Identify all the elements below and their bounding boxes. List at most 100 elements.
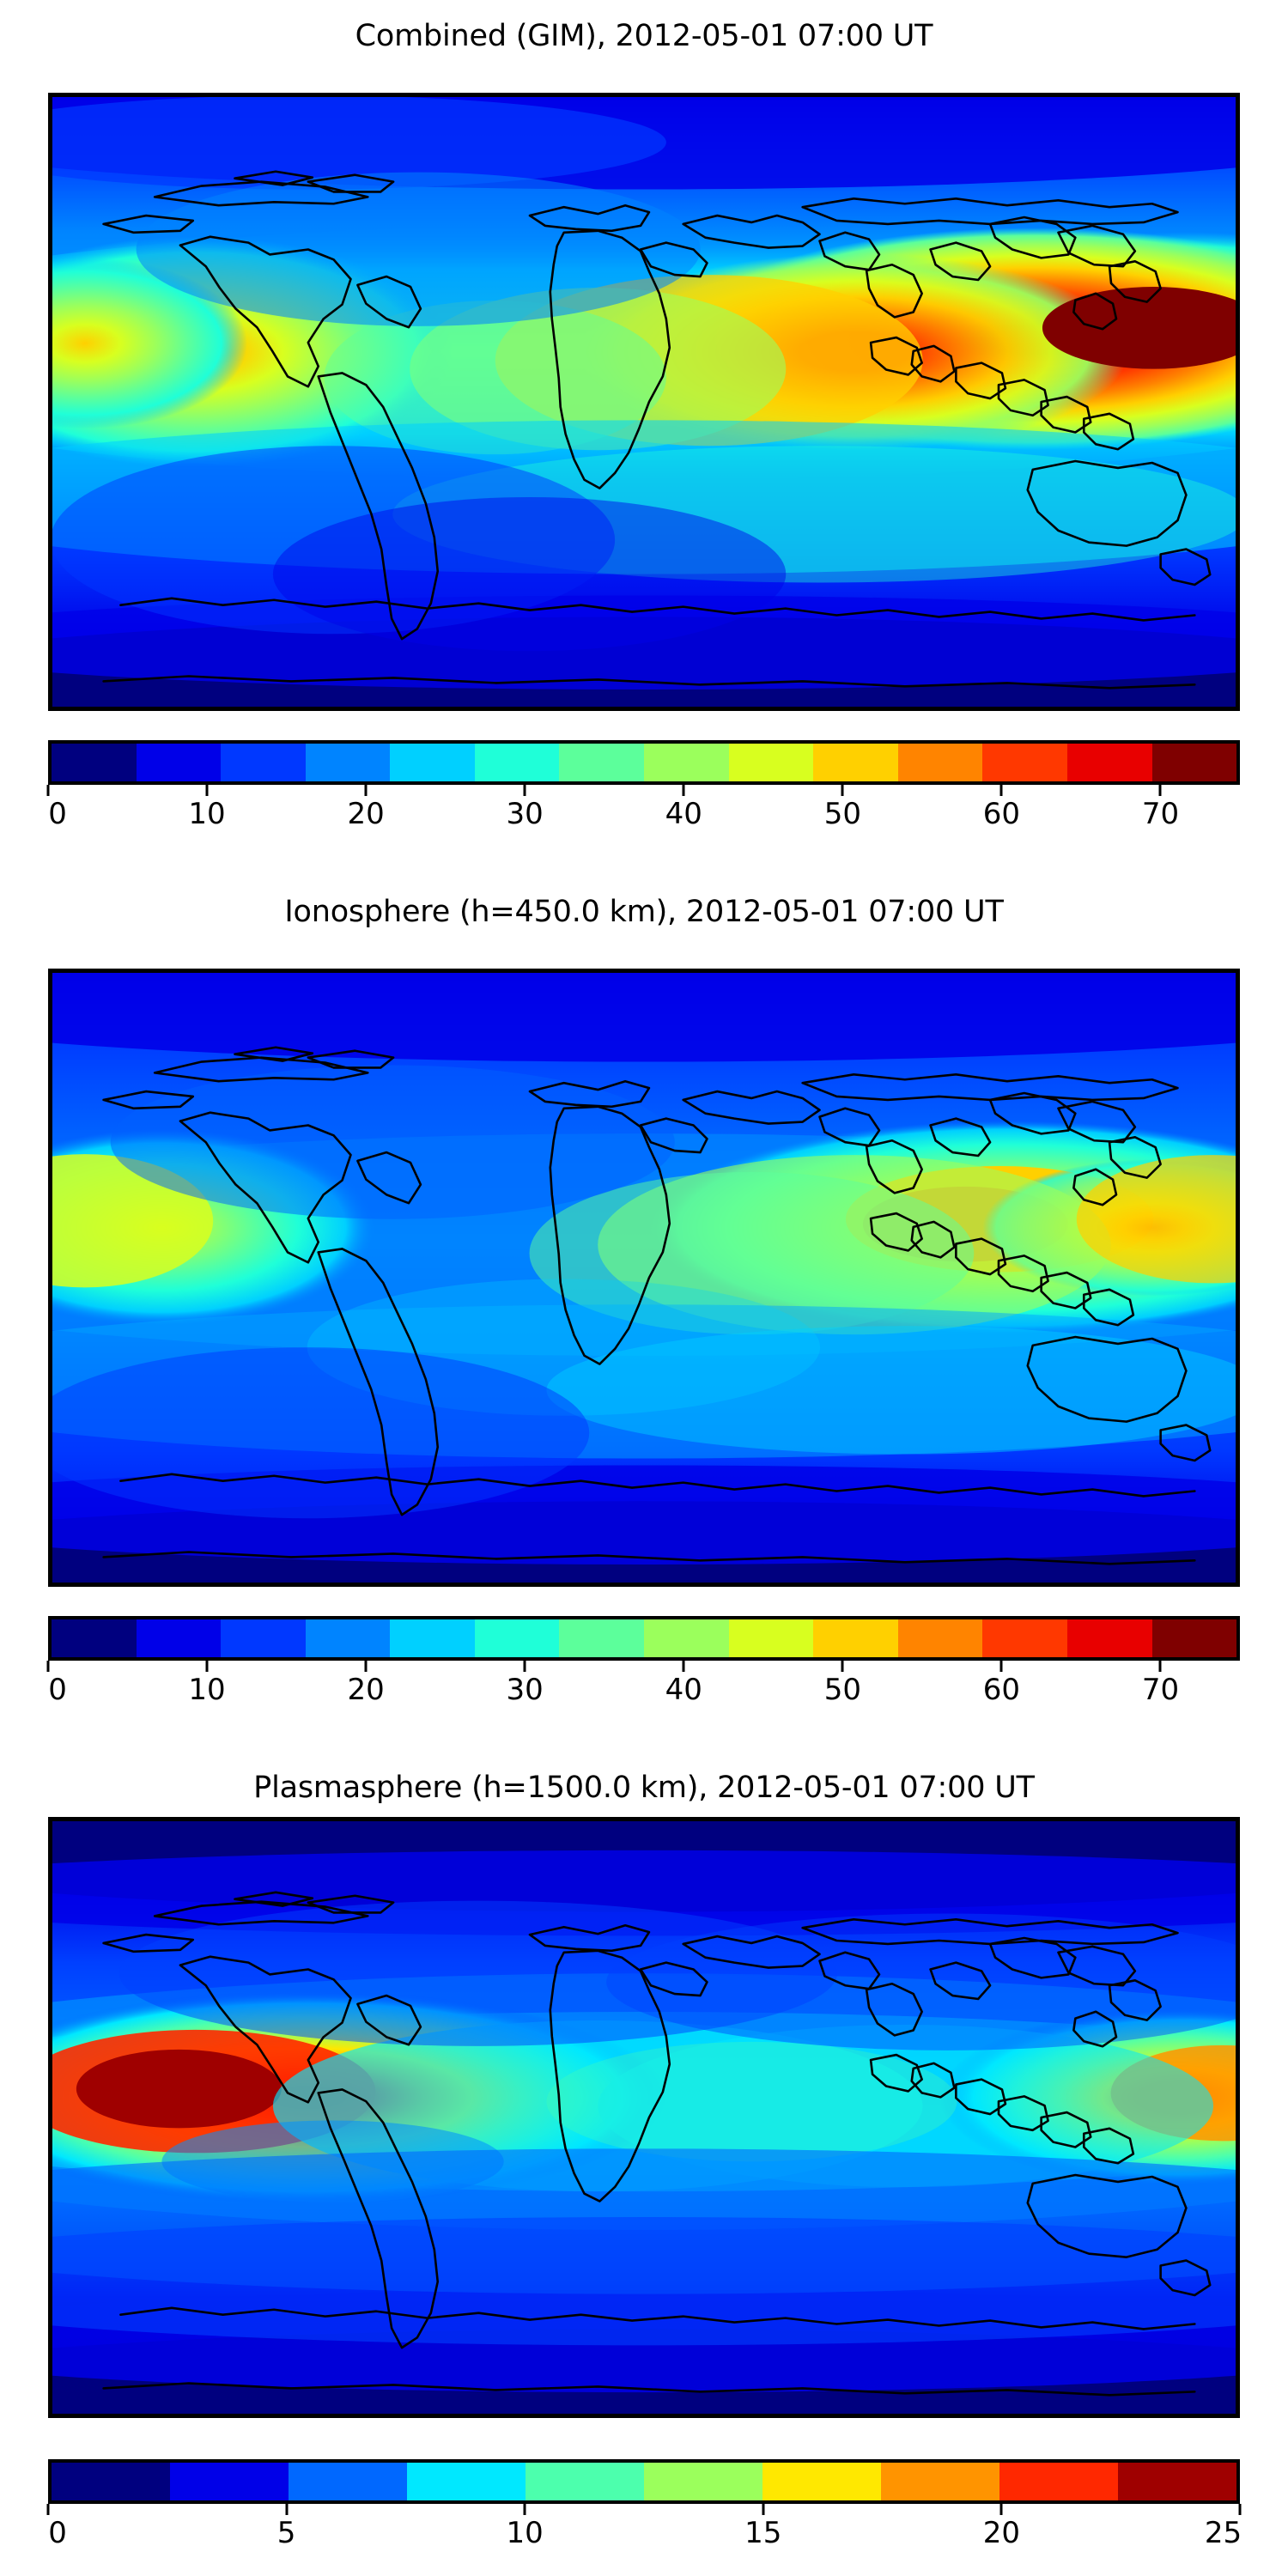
colorbar-segment <box>644 1619 729 1657</box>
colorbar-axis-plasmasphere: 0 5 10 15 20 25 <box>46 2504 1242 2554</box>
colorbar-segment <box>1151 1619 1237 1657</box>
colorbar-tick-label: 30 <box>506 1673 544 1707</box>
colorbar-tick-label: 20 <box>347 797 385 831</box>
colorbar-tick-label: 0 <box>48 1673 67 1707</box>
colorbar-segment <box>813 1619 898 1657</box>
coastline-overlay-combined <box>52 97 1236 707</box>
colorbar-segment <box>982 744 1067 781</box>
colorbar-segment <box>644 744 729 781</box>
colorbar-segment <box>1066 744 1152 781</box>
colorbar-tick <box>46 1661 50 1672</box>
colorbar-tick-label: 50 <box>823 1673 861 1707</box>
colorbar-tick <box>999 1661 1003 1672</box>
colorbar-tick-label: 25 <box>1204 2516 1242 2550</box>
colorbar-segment <box>474 1619 560 1657</box>
colorbar-tick-label: 50 <box>823 797 861 831</box>
colorbar-segment <box>762 2463 881 2500</box>
panel-title-plasmasphere-1500: Plasmasphere (h=1500.0 km), 2012-05-01 0… <box>253 1771 1035 1805</box>
colorbar-segment <box>390 1619 475 1657</box>
colorbar-segment <box>982 1619 1067 1657</box>
colorbar-tick-label: 10 <box>188 797 226 831</box>
colorbar-segment <box>559 1619 645 1657</box>
colorbar-tick <box>1158 1661 1162 1672</box>
map-ionosphere-450 <box>48 969 1240 1587</box>
colorbar-tick-label: 5 <box>276 2516 296 2550</box>
colorbar-segment <box>170 2463 289 2500</box>
colorbar-segment <box>728 1619 814 1657</box>
colorbar-segment <box>897 1619 983 1657</box>
colorbar-tick-label: 15 <box>744 2516 782 2550</box>
colorbar-segment <box>136 744 222 781</box>
colorbar-segment <box>728 744 814 781</box>
colorbar-segment <box>52 744 137 781</box>
colorbar-tick <box>285 2504 289 2515</box>
colorbar-tick <box>999 2504 1003 2515</box>
colorbar-tick <box>523 785 526 796</box>
colorbar-segment <box>221 1619 306 1657</box>
coastline-overlay-ionosphere <box>52 973 1236 1583</box>
colorbar-tick-label: 20 <box>347 1673 385 1707</box>
colorbar-segment <box>136 1619 222 1657</box>
colorbar-tick <box>46 2504 50 2515</box>
colorbar-tick <box>1238 2504 1242 2515</box>
colorbar-segment <box>881 2463 999 2500</box>
colorbar-segment <box>999 2463 1118 2500</box>
colorbar-tick <box>841 785 844 796</box>
colorbar-segment <box>1066 1619 1152 1657</box>
panel-plasmasphere-1500: Plasmasphere (h=1500.0 km), 2012-05-01 0… <box>0 1752 1288 2576</box>
colorbar-segment <box>559 744 645 781</box>
colorbar-tick <box>523 1661 526 1672</box>
colorbar-tick <box>205 1661 209 1672</box>
colorbar-gradient-combined <box>48 740 1240 785</box>
colorbar-tick <box>205 785 209 796</box>
tec-contour-field-ionosphere <box>52 973 1236 1583</box>
panel-combined-gim: Combined (GIM), 2012-05-01 07:00 UT <box>0 0 1288 876</box>
colorbar-gradient-plasmasphere <box>48 2459 1240 2504</box>
colorbar-tick-label: 60 <box>982 1673 1021 1707</box>
colorbar-tick <box>364 1661 368 1672</box>
colorbar-tick-label: 10 <box>506 2516 544 2550</box>
colorbar-axis-combined: 0 10 20 30 40 50 60 70 <box>46 785 1240 835</box>
panel-ionosphere-450: Ionosphere (h=450.0 km), 2012-05-01 07:0… <box>0 876 1288 1752</box>
colorbar-segment <box>52 1619 137 1657</box>
colorbar-segment <box>1118 2463 1236 2500</box>
map-combined-gim <box>48 93 1240 711</box>
colorbar-tick-label: 30 <box>506 797 544 831</box>
panel-title-combined-gim: Combined (GIM), 2012-05-01 07:00 UT <box>355 19 933 53</box>
colorbar-segment <box>526 2463 644 2500</box>
colorbar-tick-label: 0 <box>48 2516 67 2550</box>
tec-contour-field-plasmasphere <box>52 1821 1236 2414</box>
colorbar-tick <box>1158 785 1162 796</box>
colorbar-segment <box>289 2463 407 2500</box>
colorbar-segment <box>474 744 560 781</box>
colorbar-segment <box>644 2463 762 2500</box>
colorbar-segment <box>390 744 475 781</box>
colorbar-tick <box>46 785 50 796</box>
colorbar-tick <box>682 1661 685 1672</box>
colorbar-tick-label: 20 <box>982 2516 1021 2550</box>
colorbar-tick <box>762 2504 765 2515</box>
colorbar-segment <box>305 1619 391 1657</box>
colorbar-tick-label: 0 <box>48 797 67 831</box>
colorbar-segment <box>897 744 983 781</box>
colorbar-tick-label: 40 <box>665 1673 702 1707</box>
colorbar-gradient-ionosphere <box>48 1616 1240 1661</box>
colorbar-tick <box>841 1661 844 1672</box>
colorbar-tick-label: 60 <box>982 797 1021 831</box>
colorbar-tick-label: 70 <box>1141 797 1180 831</box>
colorbar-tick-label: 40 <box>665 797 702 831</box>
colorbar-segment <box>305 744 391 781</box>
colorbar-segment <box>1151 744 1237 781</box>
colorbar-segment <box>52 2463 170 2500</box>
colorbar-tick-label: 70 <box>1141 1673 1180 1707</box>
colorbar-tick <box>364 785 368 796</box>
colorbar-tick <box>682 785 685 796</box>
colorbar-segment <box>407 2463 526 2500</box>
colorbar-segment <box>813 744 898 781</box>
map-plasmasphere-1500 <box>48 1817 1240 2418</box>
colorbar-tick <box>999 785 1003 796</box>
colorbar-axis-ionosphere: 0 10 20 30 40 50 60 70 <box>46 1661 1240 1710</box>
panel-title-ionosphere-450: Ionosphere (h=450.0 km), 2012-05-01 07:0… <box>284 895 1004 929</box>
colorbar-segment <box>221 744 306 781</box>
